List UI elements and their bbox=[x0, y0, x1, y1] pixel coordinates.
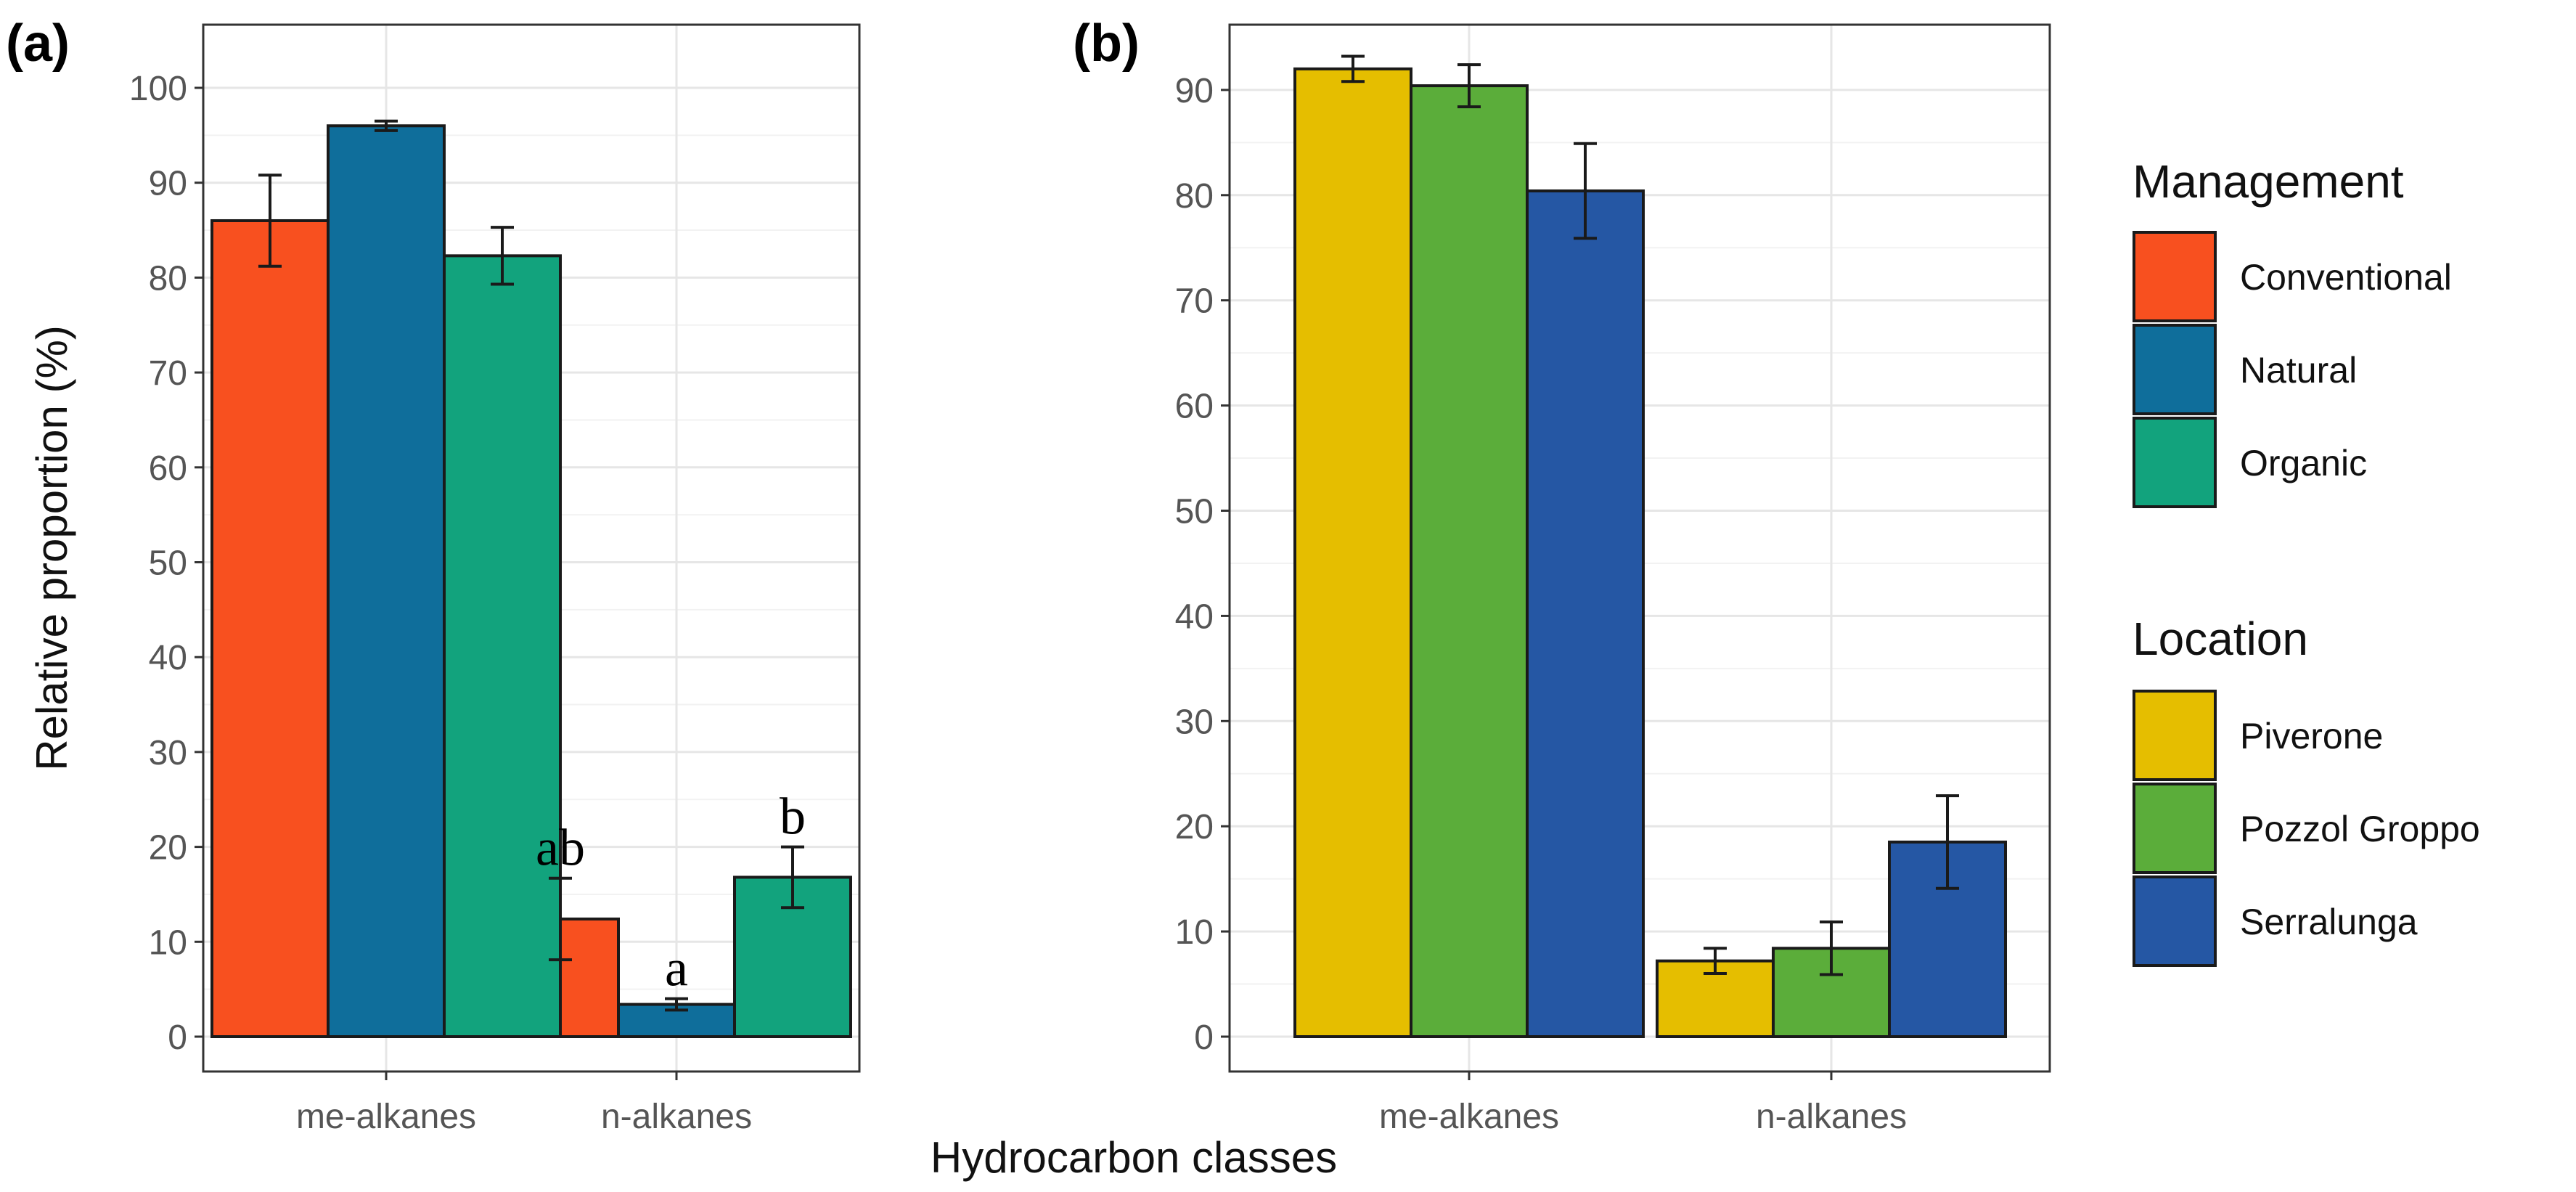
legend-item-organic: Organic bbox=[2133, 417, 2367, 508]
panel-b-y-tick-label: 10 bbox=[1175, 913, 1214, 952]
panel-b-error-bars bbox=[1341, 54, 1959, 976]
legend-item-conventional: Conventional bbox=[2133, 231, 2452, 322]
panel-b-bars bbox=[1293, 67, 2007, 1039]
panel-a-error-bar-organic-n-alkanes bbox=[781, 845, 804, 910]
legend-label-piverone: Piverone bbox=[2240, 716, 2383, 756]
panel-a-annotation-natural: a bbox=[665, 939, 688, 997]
panel-b-y-tick-label: 90 bbox=[1175, 72, 1214, 110]
panel-b-y-tick-label: 30 bbox=[1175, 703, 1214, 741]
panel-a-bar-organic-me-alkanes bbox=[443, 254, 562, 1038]
panel-b-x-tick-label-me-alkanes: me-alkanes bbox=[1379, 1098, 1559, 1136]
y-axis-title: Relative proportion (%) bbox=[28, 325, 76, 771]
legend-swatch-pozzol-groppo bbox=[2133, 783, 2217, 874]
legend-item-natural: Natural bbox=[2133, 324, 2357, 415]
panel-a-bar-conventional-me-alkanes bbox=[210, 219, 330, 1039]
panel-b-label: (b) bbox=[1073, 15, 1140, 73]
panel-b-error-bar-serralunga-n-alkanes bbox=[1936, 794, 1959, 890]
legend-label-pozzol-groppo: Pozzol Groppo bbox=[2240, 809, 2480, 849]
panel-a-border bbox=[202, 23, 861, 1073]
x-axis-title: Hydrocarbon classes bbox=[931, 1133, 1337, 1182]
panel-a-bar-natural-me-alkanes bbox=[327, 124, 446, 1038]
legend-swatch-piverone bbox=[2133, 690, 2217, 781]
panel-a-error-bar-organic-me-alkanes bbox=[491, 226, 514, 286]
panel-a-y-tick-label: 20 bbox=[149, 829, 187, 868]
legend-location-title: Location bbox=[2133, 613, 2308, 665]
legend-label-natural: Natural bbox=[2240, 350, 2357, 391]
panel-a-y-tick-label: 40 bbox=[149, 639, 187, 677]
panel-a-error-bar-natural-me-alkanes bbox=[375, 119, 398, 132]
panel-b-x-tick-label-n-alkanes: n-alkanes bbox=[1756, 1098, 1907, 1136]
panel-b-y-tick-label: 0 bbox=[1194, 1018, 1214, 1057]
panel-a-y-tick-label: 80 bbox=[149, 259, 187, 298]
panel-a-bars bbox=[210, 124, 852, 1039]
legend-swatch-organic bbox=[2133, 417, 2217, 508]
panel-b-y-tick-label: 70 bbox=[1175, 282, 1214, 321]
panel-a-x-axis: me-alkanes n-alkanes bbox=[296, 1071, 752, 1136]
panel-a-y-tick-label: 100 bbox=[129, 70, 187, 108]
legend-management-title: Management bbox=[2133, 155, 2404, 208]
panel-a-y-tick-label: 0 bbox=[168, 1018, 187, 1057]
panel-b-y-tick-label: 20 bbox=[1175, 808, 1214, 846]
panel-b-error-bar-serralunga-me-alkanes bbox=[1574, 142, 1597, 240]
legend-swatch-natural bbox=[2133, 324, 2217, 415]
legend-label-conventional: Conventional bbox=[2240, 257, 2452, 298]
legend-swatch-serralunga bbox=[2133, 875, 2217, 967]
panel-b-bar-serralunga-me-alkanes bbox=[1526, 189, 1645, 1038]
legend-item-serralunga: Serralunga bbox=[2133, 875, 2418, 967]
legend-item-pozzol-groppo: Pozzol Groppo bbox=[2133, 783, 2480, 874]
panel-a-annotation-organic: b bbox=[780, 788, 806, 846]
panel-a-error-bar-conventional-n-alkanes bbox=[549, 876, 572, 962]
panel-b-y-tick-label: 50 bbox=[1175, 493, 1214, 531]
legend-management-items: Conventional Natural Organic bbox=[2133, 231, 2452, 508]
panel-a-error-bar-conventional-me-alkanes bbox=[258, 174, 282, 268]
panel-a-y-tick-label: 60 bbox=[149, 449, 187, 488]
panel-b-bar-piverone-me-alkanes bbox=[1293, 67, 1412, 1038]
panel-b-error-bar-piverone-n-alkanes bbox=[1704, 947, 1727, 976]
legend-item-piverone: Piverone bbox=[2133, 690, 2383, 781]
panel-b-x-axis: me-alkanes n-alkanes bbox=[1379, 1071, 1907, 1136]
legend-location: Location Piverone Pozzol Groppo Serralunga bbox=[2133, 613, 2480, 967]
legend-management: Management Conventional Natural Organic bbox=[2133, 155, 2452, 508]
panel-b-border bbox=[1228, 23, 2051, 1073]
panel-b-error-bar-piverone-me-alkanes bbox=[1341, 54, 1365, 83]
panel-b: (b) 0 10 20 30 40 50 60 70 80 90 me-alkanes n-alka… bbox=[1073, 15, 2051, 1136]
panel-b-error-bar-pozzol-groppo-n-alkanes bbox=[1820, 920, 1843, 976]
panel-b-bar-pozzol-groppo-me-alkanes bbox=[1410, 84, 1529, 1038]
panel-a-y-axis: 0 10 20 30 40 50 60 70 80 90 100 bbox=[129, 70, 203, 1057]
panel-a-y-tick-label: 90 bbox=[149, 165, 187, 203]
panel-b-y-axis: 0 10 20 30 40 50 60 70 80 90 bbox=[1175, 72, 1230, 1057]
legend-location-items: Piverone Pozzol Groppo Serralunga bbox=[2133, 690, 2480, 967]
panel-a-x-tick-label-me-alkanes: me-alkanes bbox=[296, 1098, 476, 1136]
panel-a-y-tick-label: 50 bbox=[149, 544, 187, 583]
panel-a-y-tick-label: 10 bbox=[149, 923, 187, 962]
panel-a-label: (a) bbox=[6, 15, 70, 73]
panel-b-y-tick-label: 40 bbox=[1175, 597, 1214, 636]
panel-b-y-tick-label: 80 bbox=[1175, 177, 1214, 216]
legend-label-serralunga: Serralunga bbox=[2240, 902, 2418, 942]
legend-label-organic: Organic bbox=[2240, 443, 2367, 483]
panel-a-y-tick-label: 30 bbox=[149, 734, 187, 772]
panel-a-error-bar-natural-n-alkanes bbox=[665, 997, 688, 1012]
panel-a-x-tick-label-n-alkanes: n-alkanes bbox=[601, 1098, 752, 1136]
panel-a-y-tick-label: 70 bbox=[149, 354, 187, 393]
panel-b-y-tick-label: 60 bbox=[1175, 388, 1214, 426]
panel-a-annotation-conventional: ab bbox=[536, 819, 585, 877]
panel-a-error-bars bbox=[258, 119, 804, 1012]
panel-b-error-bar-pozzol-groppo-me-alkanes bbox=[1457, 63, 1481, 109]
legend-swatch-conventional bbox=[2133, 231, 2217, 322]
